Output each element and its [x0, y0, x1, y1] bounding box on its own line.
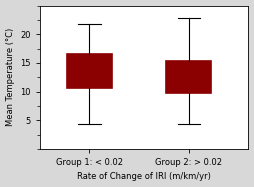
Y-axis label: Mean Temperature (°C): Mean Temperature (°C) — [6, 28, 14, 126]
X-axis label: Rate of Change of IRI (m/km/yr): Rate of Change of IRI (m/km/yr) — [77, 172, 211, 181]
PathPatch shape — [67, 54, 112, 88]
PathPatch shape — [166, 61, 211, 93]
